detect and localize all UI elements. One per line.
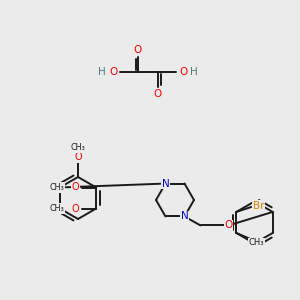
Text: O: O xyxy=(154,89,162,99)
Text: O: O xyxy=(224,220,232,230)
Text: O: O xyxy=(109,67,117,77)
Text: H: H xyxy=(98,67,106,77)
Text: O: O xyxy=(74,152,82,162)
Text: CH₃: CH₃ xyxy=(249,238,264,247)
Text: O: O xyxy=(179,67,187,77)
Text: N: N xyxy=(181,212,188,221)
Text: O: O xyxy=(134,45,142,55)
Text: H: H xyxy=(190,67,198,77)
Text: O: O xyxy=(71,203,79,214)
Text: Br: Br xyxy=(253,201,264,211)
Text: CH₃: CH₃ xyxy=(50,183,64,192)
Text: O: O xyxy=(71,182,79,193)
Text: CH₃: CH₃ xyxy=(70,143,86,152)
Text: CH₃: CH₃ xyxy=(50,204,64,213)
Text: N: N xyxy=(162,178,170,188)
